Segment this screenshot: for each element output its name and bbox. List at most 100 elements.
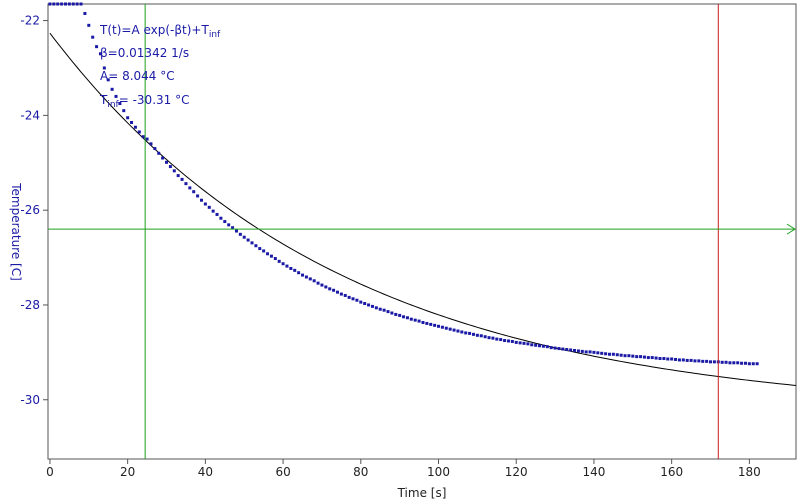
data-point <box>269 254 273 258</box>
data-point <box>709 360 713 364</box>
data-point <box>755 362 759 366</box>
data-point <box>79 2 83 6</box>
data-point <box>157 151 161 155</box>
data-point <box>468 331 472 335</box>
x-tick-label: 100 <box>427 465 450 479</box>
data-point <box>133 125 137 129</box>
y-tick-label: -30 <box>20 393 40 407</box>
data-point <box>456 329 460 333</box>
data-point <box>199 198 203 202</box>
data-point <box>168 165 172 169</box>
y-axis-ticks: -22 -24 -26 -28 -30 <box>20 14 48 407</box>
data-point <box>534 343 538 347</box>
data-point <box>464 331 468 335</box>
fit-formula-annotation: T(t)=A exp(-βt)+Tinf <box>99 23 221 40</box>
data-point <box>219 216 223 220</box>
data-point <box>398 313 402 317</box>
data-point <box>60 2 64 6</box>
data-point <box>126 116 130 120</box>
data-point <box>293 268 297 272</box>
data-point <box>351 297 355 301</box>
y-tick-label: -28 <box>20 298 40 312</box>
data-point <box>386 310 390 314</box>
data-point <box>600 351 604 355</box>
data-point <box>91 35 95 39</box>
data-point <box>71 2 75 6</box>
data-point <box>576 349 580 353</box>
data-point <box>674 357 678 361</box>
data-point <box>604 352 608 356</box>
data-point <box>619 353 623 357</box>
data-point <box>584 350 588 354</box>
data-point <box>83 11 87 15</box>
x-tick-label: 80 <box>353 465 368 479</box>
data-point <box>503 339 507 343</box>
data-point <box>339 292 343 296</box>
fit-a-annotation: A= 8.044 °C <box>100 69 175 83</box>
data-point <box>266 252 270 256</box>
data-point <box>312 279 316 283</box>
data-point <box>165 160 169 164</box>
data-point <box>180 177 184 181</box>
data-point <box>635 355 639 359</box>
data-point <box>514 340 518 344</box>
data-point <box>724 360 728 364</box>
data-point <box>530 343 534 347</box>
data-point <box>374 306 378 310</box>
data-point <box>382 308 386 312</box>
data-point <box>429 322 433 326</box>
data-point <box>184 182 188 186</box>
data-point <box>627 354 631 358</box>
data-point <box>320 283 324 287</box>
data-point <box>231 226 235 230</box>
data-point <box>658 357 662 361</box>
data-point <box>367 303 371 307</box>
data-point <box>95 45 99 49</box>
data-point <box>557 347 561 351</box>
data-point <box>499 338 503 342</box>
data-point <box>238 232 242 236</box>
data-point <box>491 336 495 340</box>
data-point <box>335 290 339 294</box>
data-point <box>402 315 406 319</box>
data-point <box>370 304 374 308</box>
data-point <box>153 147 157 151</box>
data-point <box>378 307 382 311</box>
data-point <box>495 337 499 341</box>
data-point <box>662 357 666 361</box>
data-point <box>681 358 685 362</box>
data-point <box>596 351 600 355</box>
data-point <box>359 300 363 304</box>
data-point <box>254 244 258 248</box>
data-point <box>63 2 67 6</box>
data-point <box>106 78 110 82</box>
data-point <box>196 194 200 198</box>
data-point <box>250 241 254 245</box>
data-point <box>258 247 262 251</box>
data-point <box>433 323 437 327</box>
data-point <box>580 349 584 353</box>
data-point <box>355 298 359 302</box>
data-point <box>405 316 409 320</box>
data-point <box>67 2 71 6</box>
data-point <box>506 339 510 343</box>
data-point <box>48 2 52 6</box>
data-point <box>285 264 289 268</box>
x-tick-label: 180 <box>738 465 761 479</box>
data-point <box>145 137 149 141</box>
data-point <box>522 341 526 345</box>
data-point <box>343 293 347 297</box>
data-point <box>227 223 231 227</box>
data-point <box>102 66 106 70</box>
data-point <box>347 295 351 299</box>
data-point <box>538 344 542 348</box>
data-point <box>460 330 464 334</box>
data-point <box>114 94 118 98</box>
data-point <box>137 130 141 134</box>
data-point <box>743 361 747 365</box>
data-point <box>246 238 250 242</box>
data-point <box>122 109 126 113</box>
data-point <box>565 348 569 352</box>
data-point <box>141 135 145 139</box>
data-point <box>328 287 332 291</box>
